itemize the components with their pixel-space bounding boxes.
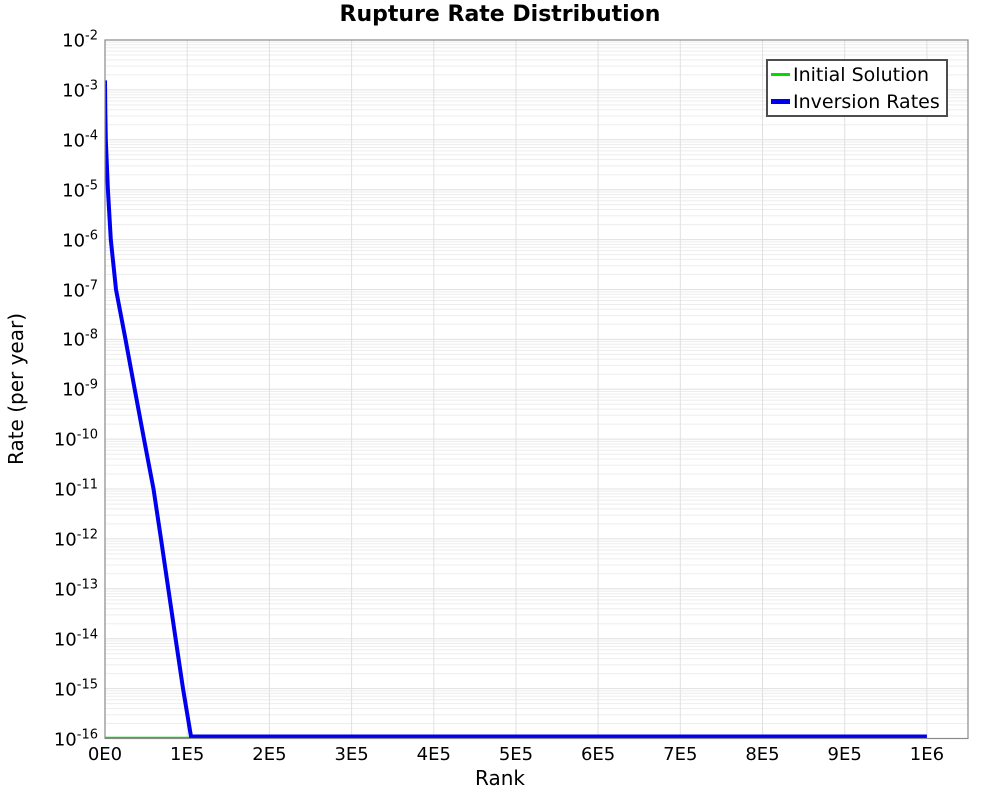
y-tick-label: 10-10 — [53, 427, 98, 451]
y-axis-title: Rate (per year) — [4, 312, 28, 466]
x-axis-title: Rank — [475, 766, 525, 790]
inversion-rates-line-sample — [771, 99, 790, 104]
y-tick-label: 10-2 — [62, 28, 98, 52]
y-tick-label: 10-7 — [62, 278, 98, 301]
legend: Initial Solution Inversion Rates — [766, 59, 948, 117]
y-tick-label: 10-13 — [53, 577, 98, 601]
y-tick-label: 10-14 — [53, 627, 98, 651]
x-tick-label: 3E5 — [334, 744, 369, 765]
initial-solution-line-sample — [771, 73, 790, 76]
legend-label-initial-solution: Initial Solution — [793, 63, 930, 86]
y-tick-label: 10-6 — [62, 228, 98, 252]
x-tick-label: 1E6 — [909, 744, 945, 765]
inversion-rates-line — [105, 80, 927, 739]
x-tick-label: 1E5 — [170, 744, 205, 765]
x-tick-label: 8E5 — [745, 744, 780, 765]
plot-border — [104, 39, 969, 740]
x-tick-label: 2E5 — [252, 744, 287, 765]
legend-item-inversion-rates: Inversion Rates — [771, 88, 943, 115]
x-tick-label: 0E0 — [87, 744, 123, 765]
x-tick-label: 5E5 — [498, 744, 534, 765]
y-tick-label: 10-3 — [62, 78, 98, 102]
y-tick-label: 10-11 — [53, 477, 98, 501]
x-tick-label: 4E5 — [416, 744, 451, 765]
y-tick-label: 10-16 — [53, 727, 98, 750]
legend-item-initial-solution: Initial Solution — [771, 61, 943, 88]
y-tick-label: 10-5 — [62, 178, 98, 202]
x-tick-label: 7E5 — [663, 744, 698, 765]
y-tick-label: 10-8 — [62, 327, 98, 351]
x-tick-label: 6E5 — [580, 744, 616, 765]
y-tick-label: 10-15 — [53, 677, 98, 701]
y-tick-label: 10-4 — [62, 128, 98, 152]
chart-title: Rupture Rate Distribution — [339, 2, 661, 27]
y-tick-label: 10-12 — [53, 527, 98, 551]
x-tick-label: 9E5 — [827, 744, 862, 765]
y-tick-label: 10-9 — [62, 377, 98, 401]
legend-label-inversion-rates: Inversion Rates — [793, 90, 940, 113]
